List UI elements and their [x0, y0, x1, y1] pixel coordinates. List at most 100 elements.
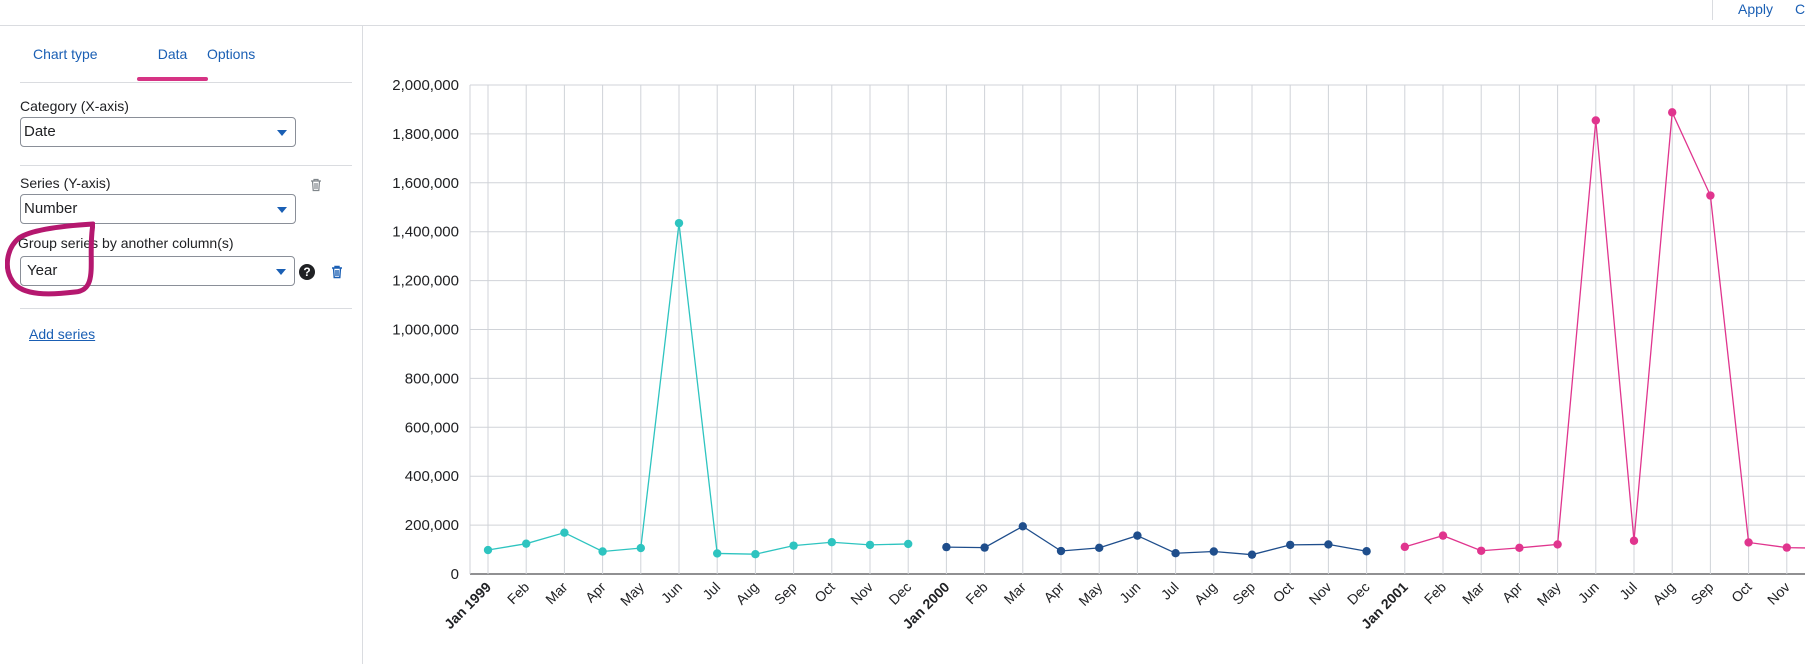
data-point — [1286, 540, 1295, 550]
data-point — [560, 528, 569, 537]
x-tick-label: Aug — [1649, 579, 1678, 608]
x-tick-label: Oct — [811, 579, 838, 606]
x-tick-label: Dec — [885, 579, 914, 608]
x-tick-label: Nov — [847, 579, 876, 608]
question-circle-icon[interactable]: ? — [299, 264, 315, 280]
x-tick-label: Nov — [1306, 579, 1335, 608]
data-point — [1629, 536, 1639, 545]
x-tick-label: Sep — [771, 579, 800, 608]
category-value: Date — [24, 123, 56, 140]
y-axis-ticks: 0 200,000 400,000 600,000 800,000 1,000,000 1,… — [392, 77, 459, 583]
data-point — [980, 543, 989, 552]
y-tick-label: 1,800,000 — [392, 126, 459, 143]
data-point — [1324, 540, 1333, 549]
x-tick-label: May — [1075, 579, 1105, 609]
data-point — [636, 543, 645, 553]
annotation-circle — [5, 221, 95, 297]
chart-editor-panel: Chart type Data Options Category (X-axis… — [0, 26, 363, 664]
series-label: Series (Y-axis) — [20, 175, 111, 191]
x-tick-label: Apr — [1040, 579, 1067, 606]
data-point — [598, 547, 607, 556]
x-tick-label: Jul — [699, 579, 723, 603]
data-point — [1591, 116, 1601, 125]
add-series-link[interactable]: Add series — [29, 326, 96, 342]
data-point — [827, 538, 836, 547]
data-point — [1553, 540, 1562, 549]
editor-tabs: Chart type Data Options — [20, 26, 352, 83]
y-tick-label: 600,000 — [405, 419, 459, 436]
x-tick-label: Mar — [542, 579, 571, 608]
tab-chart-type[interactable]: Chart type — [33, 46, 98, 62]
y-tick-label: 200,000 — [405, 517, 459, 534]
series-line — [487, 223, 909, 555]
data-point — [865, 540, 875, 550]
series-select[interactable]: Number — [20, 194, 296, 224]
x-tick-label: Oct — [1270, 579, 1297, 606]
data-point — [1782, 543, 1792, 552]
x-tick-label: Sep — [1688, 579, 1717, 608]
chevron-down-icon — [277, 207, 287, 213]
data-point — [1744, 538, 1753, 547]
y-tick-label: 0 — [451, 566, 459, 583]
x-tick-label: Jan 1999 — [441, 579, 494, 632]
x-tick-label: Oct — [1728, 579, 1755, 606]
data-point — [1209, 547, 1219, 556]
data-point — [1133, 531, 1142, 540]
chevron-down-icon — [276, 269, 286, 275]
delete-series-icon[interactable] — [309, 178, 323, 192]
data-point — [674, 218, 684, 228]
delete-group-icon[interactable] — [330, 265, 344, 279]
group-series-select[interactable]: Year — [20, 256, 295, 286]
chart-grid — [469, 84, 1805, 575]
data-point — [1706, 191, 1715, 200]
data-point — [713, 549, 722, 558]
x-tick-label: Sep — [1229, 579, 1258, 608]
divider — [20, 165, 352, 166]
x-tick-label: May — [617, 579, 647, 609]
series-line — [946, 525, 1367, 556]
data-point — [522, 539, 531, 548]
x-tick-label: Jul — [1158, 579, 1182, 603]
data-point — [1095, 543, 1104, 553]
series-line — [1404, 109, 1805, 552]
x-tick-label: Jun — [1575, 579, 1602, 606]
data-point — [942, 542, 951, 552]
apply-button[interactable]: Apply — [1738, 1, 1774, 17]
x-tick-label: Feb — [1421, 579, 1450, 608]
top-bar: Apply C — [0, 0, 1805, 26]
x-tick-label: Jun — [658, 579, 685, 606]
data-point — [483, 545, 493, 555]
chevron-down-icon — [277, 130, 287, 136]
x-tick-label: Nov — [1764, 579, 1793, 608]
data-point — [904, 539, 913, 549]
data-point — [1477, 546, 1486, 555]
data-point — [1438, 531, 1448, 540]
cancel-button[interactable]: C — [1795, 1, 1805, 17]
series-points — [483, 108, 1792, 559]
y-tick-label: 400,000 — [405, 468, 459, 485]
data-point — [1171, 549, 1180, 558]
data-point — [1247, 550, 1257, 559]
y-tick-label: 1,000,000 — [392, 322, 459, 339]
x-tick-label: Feb — [962, 579, 991, 608]
data-point — [1668, 108, 1677, 117]
data-point — [789, 541, 798, 550]
x-tick-label: Jun — [1116, 579, 1143, 606]
x-axis-ticks: Jan 1999 Feb Mar Apr May Jun Jul Aug Sep Oct Nov De… — [441, 579, 1793, 632]
category-label: Category (X-axis) — [20, 98, 129, 114]
x-tick-label: Aug — [1191, 579, 1220, 608]
series-value: Number — [24, 200, 78, 217]
category-select[interactable]: Date — [20, 117, 296, 147]
tab-data[interactable]: Data — [157, 46, 188, 62]
x-tick-label: Feb — [504, 579, 533, 608]
series-lines — [487, 109, 1805, 556]
tab-options[interactable]: Options — [207, 46, 256, 62]
x-tick-label: Mar — [1459, 579, 1488, 608]
x-tick-label: Aug — [733, 579, 762, 608]
y-tick-label: 1,200,000 — [392, 273, 459, 290]
x-tick-label: May — [1534, 579, 1564, 609]
x-tick-label: Apr — [1499, 579, 1526, 606]
toolbar-divider — [1712, 0, 1713, 20]
x-tick-label: Apr — [582, 579, 609, 606]
